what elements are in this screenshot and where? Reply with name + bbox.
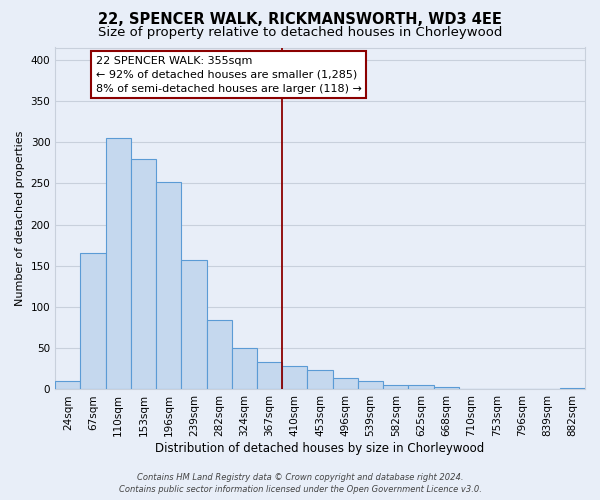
Bar bbox=[332, 378, 358, 390]
Text: 22 SPENCER WALK: 355sqm
← 92% of detached houses are smaller (1,285)
8% of semi-: 22 SPENCER WALK: 355sqm ← 92% of detache… bbox=[95, 56, 361, 94]
Bar bbox=[80, 254, 106, 390]
Bar bbox=[484, 388, 509, 390]
Bar bbox=[232, 348, 257, 390]
Bar bbox=[206, 320, 232, 390]
X-axis label: Distribution of detached houses by size in Chorleywood: Distribution of detached houses by size … bbox=[155, 442, 485, 455]
Bar bbox=[181, 260, 206, 390]
Bar bbox=[55, 381, 80, 390]
Bar bbox=[434, 387, 459, 390]
Bar bbox=[409, 386, 434, 390]
Bar bbox=[560, 388, 585, 390]
Bar bbox=[383, 386, 409, 390]
Y-axis label: Number of detached properties: Number of detached properties bbox=[15, 131, 25, 306]
Bar bbox=[307, 370, 332, 390]
Bar bbox=[156, 182, 181, 390]
Bar bbox=[106, 138, 131, 390]
Bar bbox=[257, 362, 282, 390]
Bar bbox=[131, 158, 156, 390]
Bar bbox=[358, 381, 383, 390]
Text: Contains HM Land Registry data © Crown copyright and database right 2024.
Contai: Contains HM Land Registry data © Crown c… bbox=[119, 472, 481, 494]
Bar bbox=[459, 388, 484, 390]
Text: 22, SPENCER WALK, RICKMANSWORTH, WD3 4EE: 22, SPENCER WALK, RICKMANSWORTH, WD3 4EE bbox=[98, 12, 502, 26]
Bar bbox=[282, 366, 307, 390]
Text: Size of property relative to detached houses in Chorleywood: Size of property relative to detached ho… bbox=[98, 26, 502, 39]
